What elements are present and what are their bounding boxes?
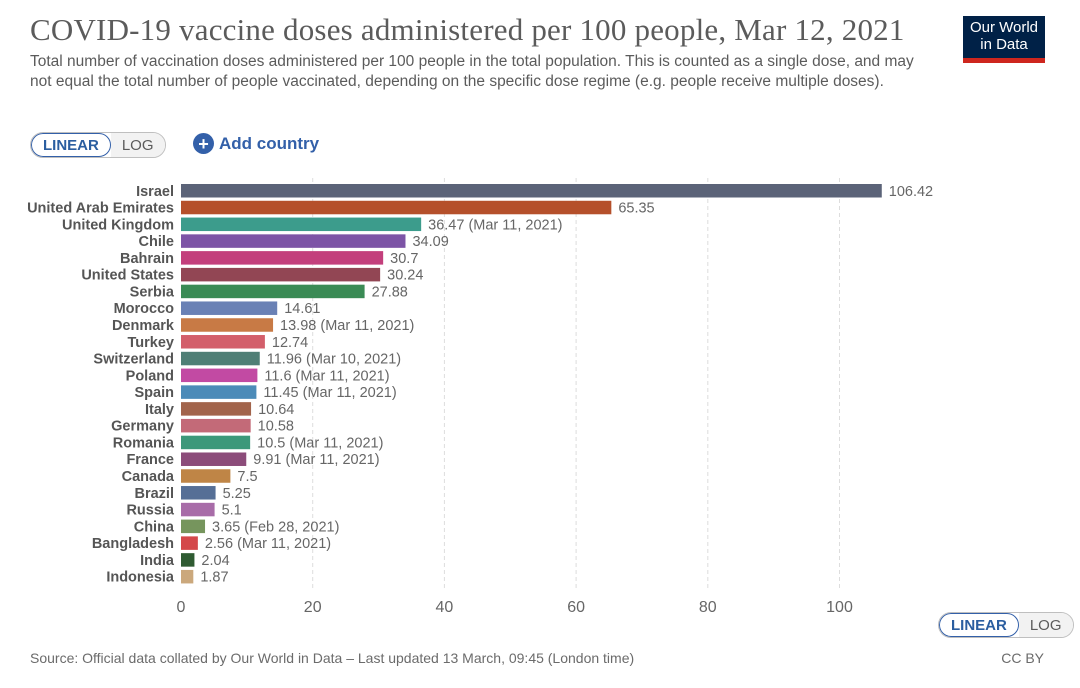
category-label: Israel [136,184,174,200]
value-label: 5.25 [223,486,251,502]
value-label: 7.5 [237,469,257,485]
value-label: 30.7 [390,251,418,267]
value-label: 10.64 [258,402,294,418]
x-tick-label: 100 [826,599,853,616]
bar-chile [181,234,406,248]
bar-israel [181,184,882,198]
category-label: Turkey [128,335,174,351]
value-label: 11.6 (Mar 11, 2021) [264,368,389,384]
value-label: 65.35 [618,201,654,217]
x-tick-label: 60 [567,599,585,616]
category-label: Bahrain [120,251,174,267]
category-label: Spain [135,385,174,401]
category-label: Italy [145,402,174,418]
log-scale-button[interactable]: LOG [110,133,165,157]
value-label: 13.98 (Mar 11, 2021) [280,318,414,334]
add-country-button[interactable]: + Add country [193,133,319,154]
bar-chart: Israel 106.42 United Arab Emirates 65.35 Uni… [27,178,933,616]
value-label: 12.74 [272,335,308,351]
category-label: Denmark [112,318,175,334]
category-label: Germany [111,419,174,435]
bar-turkey [181,335,265,349]
bar-bahrain [181,251,384,265]
chart-title: COVID-19 vaccine doses administered per … [30,12,905,47]
bar-indonesia [181,569,194,584]
value-label: 30.24 [387,268,423,284]
scale-toggle-top: LINEAR LOG [30,132,166,158]
linear-scale-button-bottom[interactable]: LINEAR [939,613,1019,637]
bar-russia [181,502,215,517]
owid-logo[interactable]: Our World in Data [963,16,1045,62]
bar-united-kingdom [181,217,422,232]
bar-germany [181,418,251,433]
value-label: 36.47 (Mar 11, 2021) [428,217,562,233]
category-label: Bangladesh [92,536,174,552]
category-label: Poland [126,368,174,384]
bar-france [181,452,247,466]
logo-line-2: in Data [980,36,1028,53]
bar-bangladesh [181,536,198,550]
x-tick-label: 80 [699,599,717,616]
category-label: Brazil [135,486,175,502]
value-label: 27.88 [372,284,408,300]
category-label: United States [81,268,174,284]
x-tick-label: 0 [177,599,186,616]
category-label: Indonesia [106,570,175,586]
category-label: Russia [126,503,174,519]
logo-accent-bar [963,58,1045,63]
source-note: Source: Official data collated by Our Wo… [30,650,635,666]
bar-canada [181,469,231,483]
x-tick-label: 40 [436,599,454,616]
category-label: Serbia [130,284,175,300]
value-label: 2.56 (Mar 11, 2021) [205,536,331,552]
license-link[interactable]: CC BY [1001,650,1044,666]
value-label: 11.45 (Mar 11, 2021) [263,385,396,401]
value-label: 10.58 [258,419,294,435]
bar-romania [181,435,251,450]
bar-morocco [181,301,278,315]
category-label: France [126,452,174,468]
value-label: 5.1 [222,503,242,519]
category-label: Morocco [114,301,175,317]
x-tick-label: 20 [304,599,322,616]
value-label: 9.91 (Mar 11, 2021) [253,452,379,468]
category-label: United Kingdom [62,217,174,233]
bar-italy [181,402,252,416]
linear-scale-button[interactable]: LINEAR [31,133,111,157]
log-scale-button-bottom[interactable]: LOG [1018,613,1073,637]
category-label: China [134,519,175,535]
value-label: 10.5 (Mar 11, 2021) [257,435,383,451]
bar-switzerland [181,351,260,366]
value-label: 14.61 [284,301,320,317]
value-label: 11.96 (Mar 10, 2021) [267,352,401,368]
category-label: India [140,553,175,569]
value-label: 34.09 [412,234,448,250]
value-label: 1.87 [200,570,228,586]
bar-china [181,519,206,534]
bar-india [181,553,195,567]
bar-united-arab-emirates [181,200,612,215]
category-label: Switzerland [93,352,174,368]
bar-spain [181,385,257,399]
value-label: 3.65 (Feb 28, 2021) [212,519,339,535]
category-label: United Arab Emirates [27,201,174,217]
category-label: Romania [113,435,175,451]
chart-subtitle: Total number of vaccination doses admini… [30,53,914,90]
value-label: 2.04 [201,553,229,569]
bar-poland [181,368,258,383]
plus-circle-icon: + [193,133,214,154]
bar-denmark [181,318,274,332]
bar-serbia [181,284,365,299]
value-label: 106.42 [889,184,933,200]
logo-line-1: Our World [969,19,1039,36]
add-country-label: Add country [219,133,320,153]
scale-toggle-bottom: LINEAR LOG [938,612,1074,638]
bar-united-states [181,267,381,282]
bar-brazil [181,486,216,500]
category-label: Chile [139,234,174,250]
category-label: Canada [122,469,175,485]
